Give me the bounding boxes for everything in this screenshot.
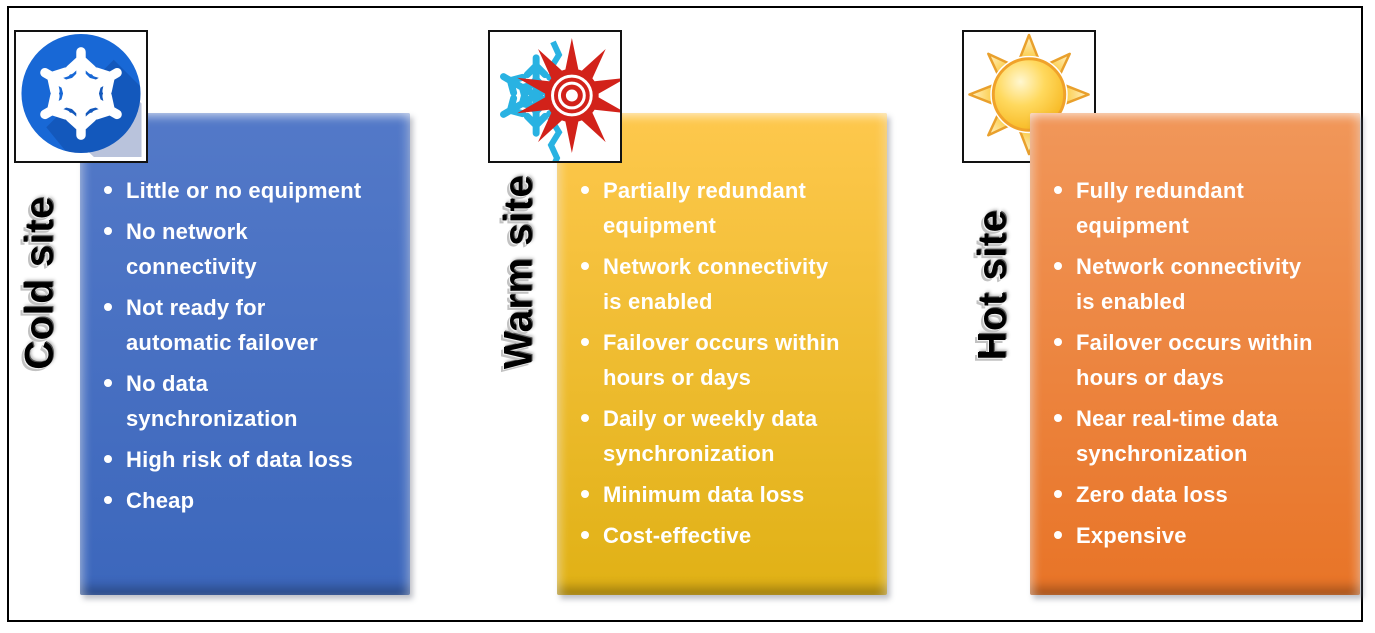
list-item: Zero data loss — [1054, 477, 1348, 512]
bullet-dot — [581, 186, 589, 194]
bullet-text: Little or no equipment — [126, 178, 362, 203]
list-item: Expensive — [1054, 518, 1348, 553]
bullet-text: Daily or weekly data synchronization — [603, 406, 818, 466]
bullet-dot — [104, 379, 112, 387]
warm-site-panel: Partially redundant equipment Network co… — [557, 113, 887, 595]
hot-site-panel: Fully redundant equipment Network connec… — [1030, 113, 1360, 595]
bullet-text: Not ready for automatic failover — [126, 295, 318, 355]
bullet-text: Cost-effective — [603, 523, 752, 548]
list-item: Not ready for automatic failover — [104, 290, 398, 360]
bullet-text: Near real-time data synchronization — [1076, 406, 1278, 466]
list-item: High risk of data loss — [104, 442, 398, 477]
bullet-text: High risk of data loss — [126, 447, 353, 472]
bullet-text: Cheap — [126, 488, 195, 513]
bullet-dot — [104, 455, 112, 463]
bullet-dot — [581, 414, 589, 422]
list-item: Failover occurs within hours or days — [581, 325, 875, 395]
bullet-text: Network connectivity is enabled — [1076, 254, 1302, 314]
list-item: Network connectivity is enabled — [1054, 249, 1348, 319]
bullet-text: Expensive — [1076, 523, 1187, 548]
bullet-dot — [1054, 531, 1062, 539]
list-item: Network connectivity is enabled — [581, 249, 875, 319]
bullet-dot — [581, 490, 589, 498]
bullet-text: Failover occurs within hours or days — [1076, 330, 1313, 390]
list-item: Cheap — [104, 483, 398, 518]
list-item: No network connectivity — [104, 214, 398, 284]
bullet-text: Fully redundant equipment — [1076, 178, 1244, 238]
bullet-dot — [1054, 338, 1062, 346]
site-label: Cold site — [17, 196, 62, 370]
bullet-text: No data synchronization — [126, 371, 298, 431]
site-label: Hot site — [970, 209, 1015, 361]
bullet-text: Partially redundant equipment — [603, 178, 807, 238]
bullet-dot — [1054, 414, 1062, 422]
bullet-dot — [104, 496, 112, 504]
list-item: Fully redundant equipment — [1054, 173, 1348, 243]
warm-site-bullet-list: Partially redundant equipment Network co… — [557, 113, 887, 553]
list-item: No data synchronization — [104, 366, 398, 436]
bullet-dot — [581, 262, 589, 270]
list-item: Daily or weekly data synchronization — [581, 401, 875, 471]
bullet-text: Zero data loss — [1076, 482, 1228, 507]
list-item: Minimum data loss — [581, 477, 875, 512]
list-item: Little or no equipment — [104, 173, 398, 208]
bullet-dot — [104, 227, 112, 235]
hot-site-bullet-list: Fully redundant equipment Network connec… — [1030, 113, 1360, 553]
list-item: Failover occurs within hours or days — [1054, 325, 1348, 395]
bullet-dot — [104, 303, 112, 311]
bullet-dot — [581, 338, 589, 346]
bullet-dot — [104, 186, 112, 194]
bullet-dot — [1054, 186, 1062, 194]
list-item: Partially redundant equipment — [581, 173, 875, 243]
site-label: Warm site — [496, 174, 541, 370]
snowflake-sun-icon — [488, 30, 622, 163]
bullet-text: Failover occurs within hours or days — [603, 330, 840, 390]
bullet-text: Minimum data loss — [603, 482, 805, 507]
cold-site-panel: Little or no equipment No network connec… — [80, 113, 410, 595]
bullet-dot — [581, 531, 589, 539]
bullet-dot — [1054, 262, 1062, 270]
snowflake-icon — [14, 30, 148, 163]
list-item: Cost-effective — [581, 518, 875, 553]
cold-site-bullet-list: Little or no equipment No network connec… — [80, 113, 410, 518]
bullet-text: No network connectivity — [126, 219, 257, 279]
bullet-text: Network connectivity is enabled — [603, 254, 829, 314]
bullet-dot — [1054, 490, 1062, 498]
list-item: Near real-time data synchronization — [1054, 401, 1348, 471]
